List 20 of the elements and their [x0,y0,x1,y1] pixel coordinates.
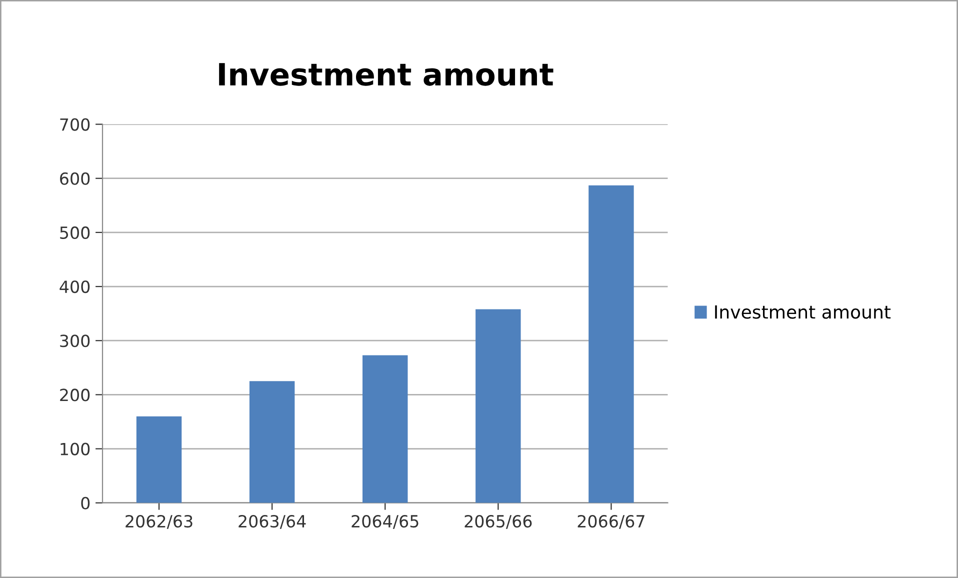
x-tick-label: 2066/67 [578,514,644,529]
bar [588,185,634,503]
y-tick-label: 0 [81,496,90,510]
y-tick-label: 500 [60,226,90,240]
y-tick-label: 400 [60,280,90,294]
legend-label: Investment amount [715,305,891,319]
y-tick-label: 600 [60,172,90,185]
bar [476,309,521,503]
x-tick-label: 2065/66 [464,514,532,529]
y-tick-label: 200 [60,388,90,402]
bar [136,416,182,503]
x-tick-label: 2062/63 [126,514,192,529]
x-tick-label: 2063/64 [238,514,306,529]
x-tick-label: 2064/65 [352,514,418,529]
y-tick-label: 300 [60,334,90,348]
y-tick-label: 700 [60,118,90,131]
bar [362,355,408,503]
bar [249,381,295,503]
chart-title: Investment amount [219,63,554,86]
y-tick-label: 100 [60,442,90,456]
